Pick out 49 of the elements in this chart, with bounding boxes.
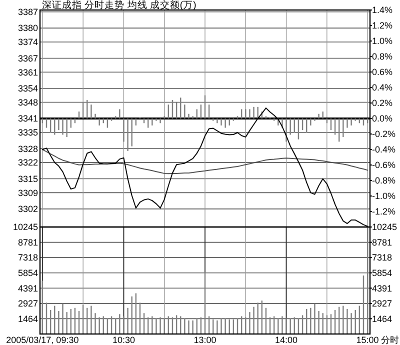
y2-tick-label: -1.2% — [372, 206, 396, 217]
x-tick-label: 2005/03/17, 09:30 — [6, 335, 79, 345]
y2-tick-label: 4391 — [372, 283, 392, 294]
y2-tick-label: -0.4% — [372, 144, 396, 155]
y-tick-label: 4391 — [18, 283, 38, 294]
y2-tick-label: 1464 — [372, 314, 392, 324]
y-tick-label: 3380 — [18, 23, 38, 34]
y2-tick-label: -0.8% — [372, 176, 396, 186]
y2-tick-label: -0.2% — [372, 129, 396, 140]
y2-tick-label: -0.6% — [372, 160, 396, 170]
y-tick-label: 3302 — [18, 204, 38, 214]
y2-tick-label: -1.0% — [372, 191, 396, 202]
y-tick-label: 8781 — [18, 237, 38, 248]
x-tick-label: 14:00 — [275, 335, 298, 345]
y2-tick-label: 8781 — [372, 237, 392, 248]
y2-tick-label: 1.2% — [372, 20, 393, 31]
y2-tick-label: 2927 — [372, 298, 392, 309]
x-tick-label: 13:00 — [194, 335, 216, 345]
y-tick-label: 5854 — [18, 268, 38, 278]
x-tick-label: 10:30 — [112, 335, 135, 345]
x-axis-title: 分时 — [381, 335, 399, 345]
y-tick-label: 3328 — [18, 144, 38, 154]
x-tick-label: 15:00 — [356, 335, 379, 345]
y2-tick-label: 0.0% — [372, 114, 393, 124]
y2-tick-label: 1.0% — [372, 36, 393, 46]
y2-tick-label: 10245 — [372, 222, 398, 232]
y2-tick-label: 0.6% — [372, 67, 393, 78]
y-tick-label: 3309 — [18, 188, 38, 198]
y-tick-label: 3354 — [18, 84, 38, 94]
y-tick-label: 3361 — [18, 67, 38, 78]
y-tick-label: 7318 — [18, 252, 38, 263]
y2-tick-label: 7318 — [372, 252, 392, 263]
y-tick-label: 3315 — [18, 174, 38, 184]
y-tick-label: 3322 — [18, 158, 38, 168]
y2-tick-label: 0.4% — [372, 82, 393, 93]
y2-tick-label: 5854 — [372, 268, 392, 278]
y-tick-label: 3387 — [18, 7, 38, 18]
y-tick-label: 3341 — [18, 114, 38, 124]
y-tick-label: 3335 — [18, 128, 38, 138]
y-tick-label: 3374 — [18, 37, 38, 48]
line-series — [42, 149, 368, 174]
y2-tick-label: 1.4% — [372, 5, 393, 16]
y-tick-label: 3367 — [18, 53, 38, 64]
y-tick-label: 2927 — [18, 298, 38, 309]
y-tick-label: 3348 — [18, 97, 38, 108]
y2-tick-label: 0.2% — [372, 98, 393, 108]
y2-tick-label: 0.8% — [372, 52, 393, 62]
y-tick-label: 1464 — [18, 314, 38, 324]
y-tick-label: 10245 — [12, 222, 38, 232]
